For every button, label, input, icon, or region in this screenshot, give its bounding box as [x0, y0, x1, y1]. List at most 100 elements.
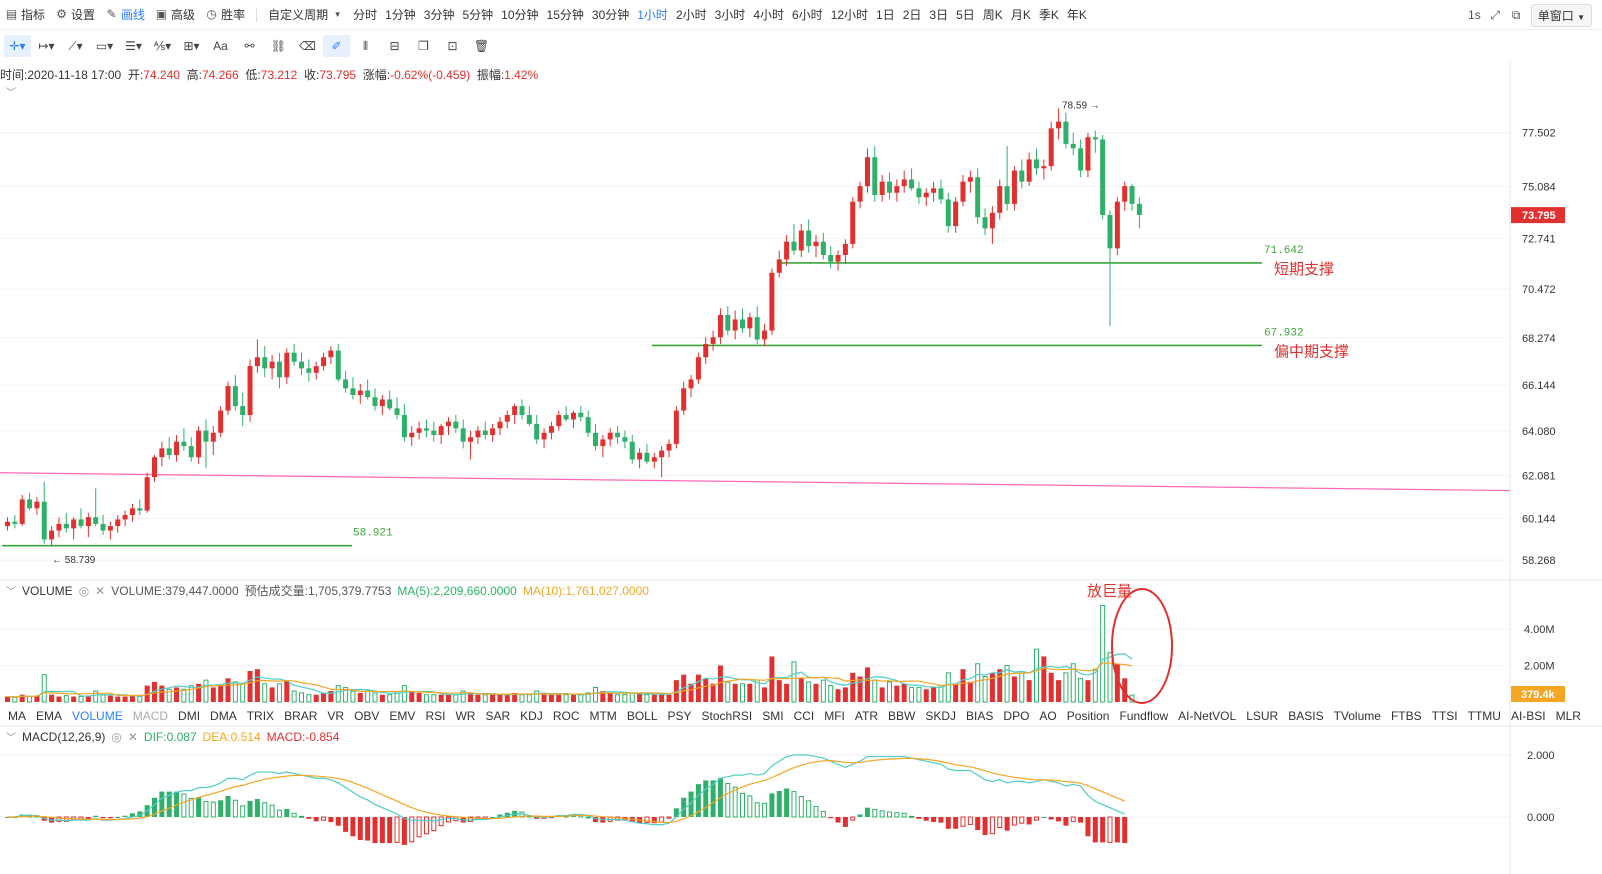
indicator-tab[interactable]: StochRSI: [701, 709, 753, 723]
image-tool-icon[interactable]: ⊡: [447, 39, 458, 53]
period-option[interactable]: 1分钟: [385, 8, 416, 22]
parallel-lines-tool-icon[interactable]: ☰▾: [125, 39, 142, 53]
indicator-tab[interactable]: BRAR: [284, 709, 318, 723]
indicator-tab[interactable]: LSUR: [1246, 709, 1279, 723]
period-option[interactable]: 1小时: [637, 8, 668, 22]
indicator-tab[interactable]: FTBS: [1390, 709, 1422, 723]
period-option[interactable]: 12小时: [830, 8, 869, 22]
period-option[interactable]: 2小时: [675, 8, 707, 22]
indicator-tab[interactable]: VOLUME: [72, 709, 123, 723]
crosshair-tool-icon[interactable]: ✛▾: [4, 35, 31, 57]
hide-tool-icon[interactable]: ⊟: [389, 39, 400, 53]
link-tool-icon[interactable]: ⛓: [270, 39, 287, 53]
indicator-tab[interactable]: BBW: [888, 709, 916, 723]
winrate-menu[interactable]: ◷ 胜率: [206, 7, 246, 23]
indicator-tab[interactable]: KDJ: [520, 709, 543, 723]
indicator-tab[interactable]: AO: [1039, 709, 1057, 723]
chevron-down-icon[interactable]: ﹀: [6, 587, 16, 598]
indicator-tab[interactable]: BIAS: [966, 709, 994, 723]
indicator-tab[interactable]: PSY: [667, 709, 692, 723]
window-mode-dropdown[interactable]: 单窗口 ▼: [1530, 3, 1592, 27]
volume-bar: [107, 695, 113, 702]
indicator-tab[interactable]: DMA: [210, 709, 237, 723]
copy-tool-icon[interactable]: ❐: [418, 39, 429, 53]
horizontal-ray-tool-icon[interactable]: ↦▾: [38, 39, 55, 53]
fullscreen-icon[interactable]: ⤢: [1490, 7, 1501, 22]
indicator-tab[interactable]: SKDJ: [925, 709, 957, 723]
indicator-tab[interactable]: BOLL: [626, 709, 658, 723]
rectangle-tool-icon[interactable]: ▭▾: [95, 39, 114, 53]
indicator-tab[interactable]: Fundflow: [1119, 709, 1169, 723]
popout-icon[interactable]: ⧉: [1511, 7, 1521, 22]
indicator-tab[interactable]: TVolume: [1333, 709, 1381, 723]
indicator-tab[interactable]: AI-BSI: [1510, 709, 1546, 723]
settings-circle-icon[interactable]: ◎: [78, 583, 90, 598]
indicator-tab[interactable]: Position: [1066, 709, 1110, 723]
text-tool-icon[interactable]: Aa: [213, 39, 228, 53]
candle-body: [1122, 186, 1128, 202]
indicator-tab[interactable]: DMI: [178, 709, 201, 723]
indicator-tab[interactable]: WR: [455, 709, 476, 723]
indicator-tab[interactable]: DPO: [1003, 709, 1030, 723]
indicator-menu[interactable]: ▤ 指标: [5, 7, 46, 23]
period-option[interactable]: 15分钟: [546, 8, 584, 22]
chevron-down-icon[interactable]: ﹀: [6, 733, 16, 744]
magnet-tool-icon[interactable]: ⚯: [244, 39, 255, 53]
period-option[interactable]: 5分钟: [462, 8, 494, 22]
draw-mode-tool-icon[interactable]: ✐: [323, 35, 350, 57]
indicator-tab[interactable]: TTMU: [1467, 709, 1501, 723]
indicator-tab[interactable]: SMI: [762, 709, 784, 723]
chevron-down-icon[interactable]: ﹀: [6, 88, 16, 99]
indicator-tab[interactable]: TRIX: [246, 709, 275, 723]
indicator-tab[interactable]: CCI: [793, 709, 815, 723]
custom-period-dropdown[interactable]: 自定义周期 ▼: [263, 6, 349, 23]
close-icon[interactable]: ✕: [127, 729, 138, 744]
indicator-tab[interactable]: MLR: [1555, 709, 1581, 723]
indicator-tab[interactable]: MFI: [824, 709, 845, 723]
period-option[interactable]: 季K: [1038, 8, 1059, 22]
advanced-menu[interactable]: ▣ 高级: [155, 7, 196, 23]
period-option[interactable]: 月K: [1010, 8, 1031, 22]
indicator-tab[interactable]: SAR: [485, 709, 511, 723]
settings-circle-icon[interactable]: ◎: [111, 729, 122, 744]
period-option[interactable]: 分时: [353, 8, 378, 22]
indicator-tab[interactable]: TTSI: [1431, 709, 1458, 723]
period-option[interactable]: 10分钟: [501, 8, 539, 22]
indicator-tab[interactable]: OBV: [354, 709, 380, 723]
macd-histogram-bar: [416, 816, 422, 838]
measure-tool-icon[interactable]: ⊞▾: [183, 39, 200, 53]
period-option[interactable]: 年K: [1066, 8, 1087, 22]
indicator-tab[interactable]: MA: [8, 709, 26, 723]
indicator-tab[interactable]: MACD: [132, 709, 169, 723]
trash-tool-icon[interactable]: 🗑: [473, 39, 490, 53]
eraser-tool-icon[interactable]: ⌫: [299, 39, 316, 53]
fibonacci-tool-icon[interactable]: ⅍▾: [153, 39, 172, 53]
period-option[interactable]: 2日: [902, 8, 922, 22]
indicator-tab[interactable]: EMV: [389, 709, 416, 723]
indicator-tab[interactable]: AI-NetVOL: [1178, 709, 1237, 723]
settings-menu[interactable]: ⚙ 设置: [56, 7, 96, 23]
lock-tool-icon[interactable]: ⫴: [362, 38, 369, 53]
interval-label[interactable]: 1s: [1468, 8, 1481, 22]
period-option[interactable]: 6小时: [792, 8, 823, 22]
period-option[interactable]: 3小时: [714, 8, 746, 22]
period-option[interactable]: 周K: [982, 8, 1003, 22]
indicator-tab[interactable]: ATR: [854, 709, 879, 723]
period-option[interactable]: 4小时: [753, 8, 784, 22]
period-option[interactable]: 1日: [876, 8, 895, 22]
period-option[interactable]: 30分钟: [591, 8, 630, 22]
trend-line-tool-icon[interactable]: ⟋▾: [68, 38, 83, 53]
period-option[interactable]: 3分钟: [423, 8, 455, 22]
close-icon[interactable]: ✕: [95, 583, 106, 598]
indicator-tab[interactable]: ROC: [552, 709, 580, 723]
macd-histogram-bar: [864, 807, 870, 817]
indicator-tab[interactable]: VR: [327, 709, 345, 723]
indicator-tab[interactable]: MTM: [589, 709, 617, 723]
period-option[interactable]: 5日: [956, 8, 975, 22]
indicator-tab[interactable]: BASIS: [1288, 709, 1324, 723]
period-option[interactable]: 3日: [929, 8, 949, 22]
indicator-tab[interactable]: EMA: [36, 709, 63, 723]
draw-menu[interactable]: ✎ 画线: [106, 7, 146, 23]
indicator-tab[interactable]: RSI: [425, 709, 446, 723]
volume-bar: [1107, 652, 1113, 703]
